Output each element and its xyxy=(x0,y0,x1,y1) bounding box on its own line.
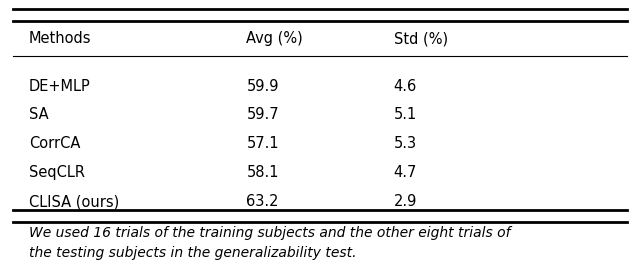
Text: 58.1: 58.1 xyxy=(246,165,279,180)
Text: 4.7: 4.7 xyxy=(394,165,417,180)
Text: Std (%): Std (%) xyxy=(394,31,448,46)
Text: 5.3: 5.3 xyxy=(394,136,417,151)
Text: 59.7: 59.7 xyxy=(246,107,279,122)
Text: Methods: Methods xyxy=(29,31,92,46)
Text: We used 16 trials of the training subjects and the other eight trials of: We used 16 trials of the training subjec… xyxy=(29,226,510,240)
Text: 4.6: 4.6 xyxy=(394,79,417,94)
Text: the testing subjects in the generalizability test.: the testing subjects in the generalizabi… xyxy=(29,246,356,260)
Text: 5.1: 5.1 xyxy=(394,107,417,122)
Text: 59.9: 59.9 xyxy=(246,79,279,94)
Text: SA: SA xyxy=(29,107,49,122)
Text: SeqCLR: SeqCLR xyxy=(29,165,84,180)
Text: DE+MLP: DE+MLP xyxy=(29,79,90,94)
Text: 2.9: 2.9 xyxy=(394,194,417,209)
Text: 57.1: 57.1 xyxy=(246,136,279,151)
Text: CLISA (ours): CLISA (ours) xyxy=(29,194,119,209)
Text: 63.2: 63.2 xyxy=(246,194,279,209)
Text: CorrCA: CorrCA xyxy=(29,136,80,151)
Text: Avg (%): Avg (%) xyxy=(246,31,303,46)
